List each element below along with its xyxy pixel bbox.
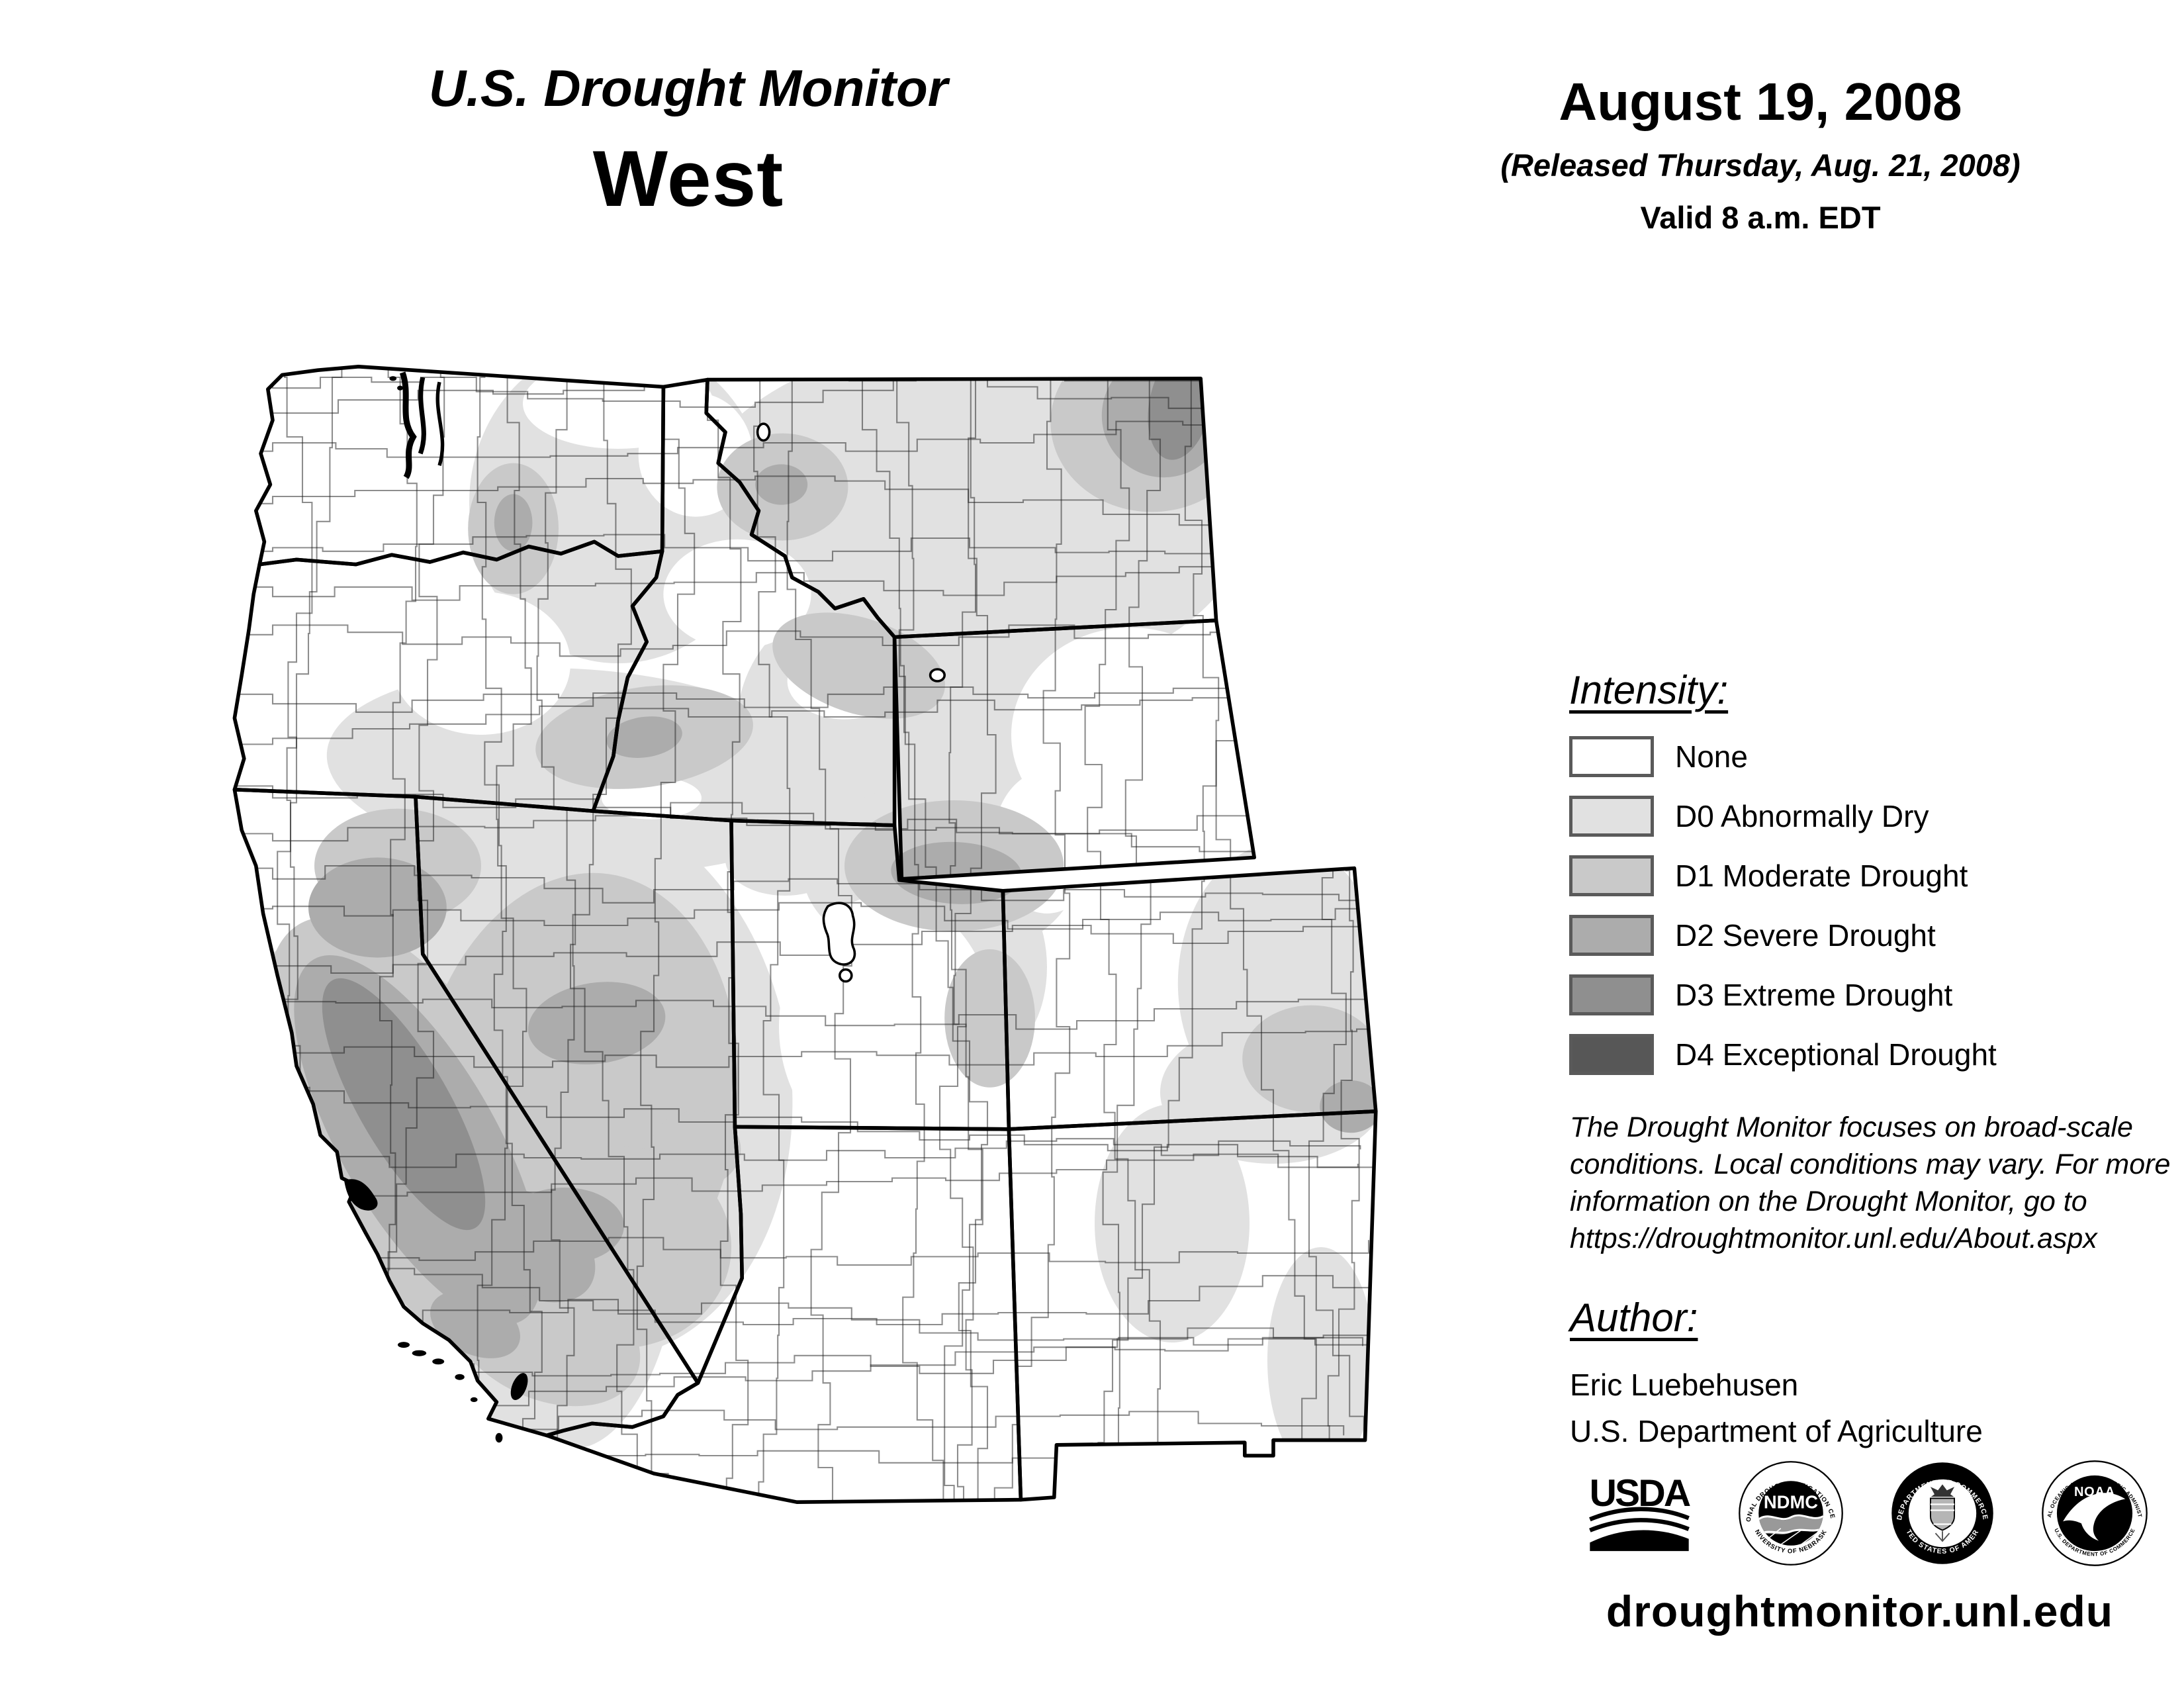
legend-label: D2 Severe Drought (1675, 918, 1936, 953)
legend-item-d1: D1 Moderate Drought (1569, 855, 1997, 897)
drought-map-west (225, 199, 1416, 1617)
release-date: (Released Thursday, Aug. 21, 2008) (1500, 148, 2021, 183)
region-title: West (592, 134, 784, 223)
legend-item-d3: D3 Extreme Drought (1569, 974, 1997, 1016)
valid-time: Valid 8 a.m. EDT (1640, 200, 1881, 235)
disclaimer-text: The Drought Monitor focuses on broad-sca… (1570, 1111, 2171, 1254)
map-date: August 19, 2008 (1559, 72, 1962, 131)
noaa-wordmark: NOAA (2074, 1485, 2115, 1499)
legend-label: D3 Extreme Drought (1675, 978, 1953, 1012)
map-container (225, 199, 1416, 1617)
great-salt-lake (822, 902, 856, 966)
intensity-legend: Intensity: None D0 Abnormally Dry D1 Mod… (1569, 667, 1997, 1093)
swatch-none (1569, 736, 1654, 777)
noaa-logo: NOAA NATIONAL OCEANIC AND ATMOSPHERIC AD… (2042, 1460, 2148, 1566)
swatch-d3 (1569, 974, 1654, 1015)
swatch-d2 (1569, 915, 1654, 956)
author-organization: U.S. Department of Agriculture (1570, 1414, 1983, 1448)
salton-sea (510, 1373, 528, 1401)
ndmc-wordmark: NDMC (1764, 1491, 1818, 1512)
legend-heading: Intensity: (1569, 668, 1729, 712)
yellowstone-lake (929, 668, 946, 682)
flathead-lake (756, 422, 771, 442)
legend-label: None (1675, 739, 1748, 774)
eagle-icon (1930, 1484, 1955, 1497)
legend-item-none: None (1569, 735, 1997, 778)
page-title: U.S. Drought Monitor (428, 59, 948, 117)
shield-icon (1930, 1497, 1955, 1531)
site-url: droughtmonitor.unl.edu (1606, 1587, 2114, 1636)
ndmc-logo: NDMC NATIONAL DROUGHT MITIGATION CENTER … (1739, 1461, 1843, 1566)
author-name: Eric Luebehusen (1570, 1368, 1799, 1402)
puget-sound (399, 371, 445, 479)
swatch-d4 (1569, 1034, 1654, 1075)
title-block: U.S. Drought Monitor West (225, 58, 1152, 224)
swatch-d1 (1569, 855, 1654, 896)
swatch-d0 (1569, 796, 1654, 837)
commerce-seal: DEPARTMENT OF COMMERCE UNITED STATES OF … (1891, 1462, 1993, 1564)
usda-logo: USDA (1589, 1474, 1692, 1552)
author-block: Author: Eric Luebehusen U.S. Department … (1570, 1295, 1983, 1449)
agency-logos: USDA NDMC NATIONAL DROUGHT MITIGATION (1587, 1460, 2148, 1566)
legend-item-d2: D2 Severe Drought (1569, 914, 1997, 957)
channel-islands (389, 376, 503, 1443)
legend-label: D4 Exceptional Drought (1675, 1037, 1997, 1072)
legend-label: D0 Abnormally Dry (1675, 799, 1929, 833)
utah-lake (839, 968, 853, 983)
legend-item-d0: D0 Abnormally Dry (1569, 795, 1997, 837)
water-features (344, 371, 946, 1443)
author-heading: Author: (1570, 1295, 1698, 1340)
legend-item-d4: D4 Exceptional Drought (1569, 1033, 1997, 1076)
date-block: August 19, 2008 (Released Thursday, Aug.… (1463, 71, 2058, 236)
noaa-bird-icon (2063, 1493, 2126, 1541)
san-francisco-bay (344, 1179, 378, 1211)
legend-label: D1 Moderate Drought (1675, 859, 1968, 893)
